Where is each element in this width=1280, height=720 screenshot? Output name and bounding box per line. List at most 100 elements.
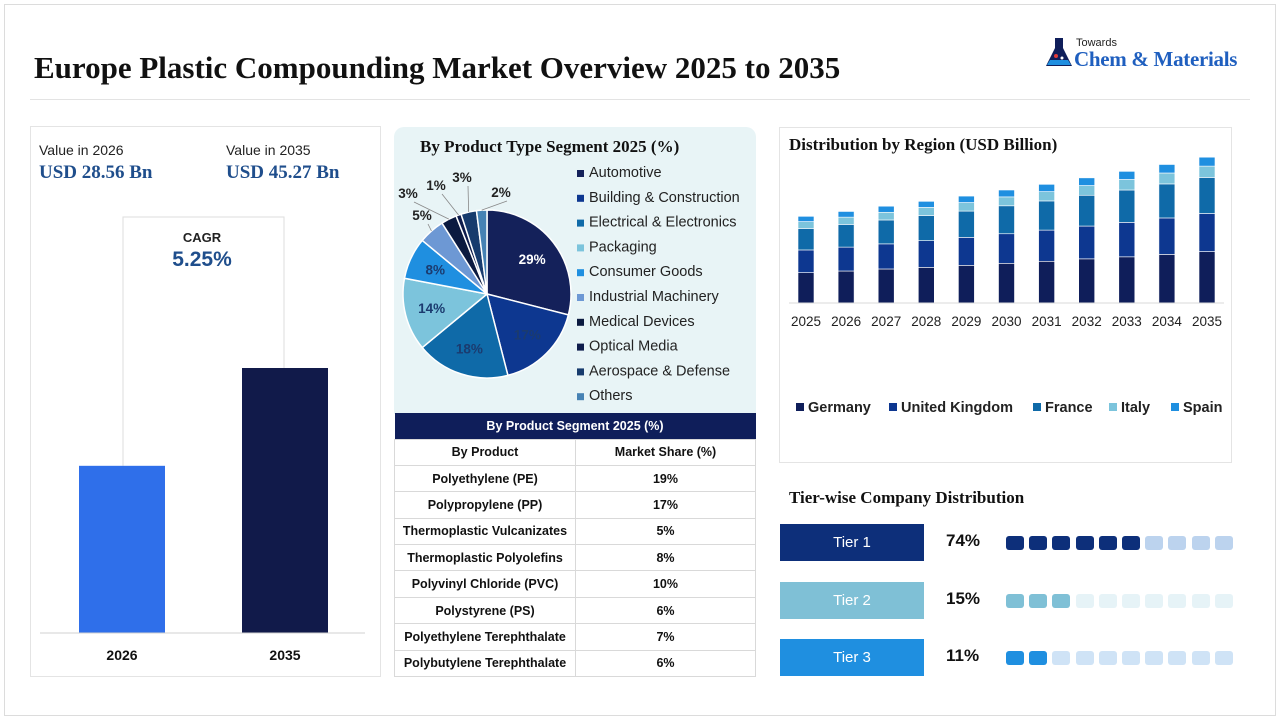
share-cell: 19% [575,464,756,493]
stacked-bar-segment [998,263,1015,304]
legend-label: France [1045,400,1093,416]
stacked-bar-segment [837,246,855,272]
product-cell: Polypropylene (PP) [394,491,576,519]
stacked-bar-segment [1078,177,1096,186]
legend-swatch [796,403,804,411]
tier-percentage: 11% [946,646,980,665]
tier-dot-empty [1214,594,1233,608]
tier-title: Tier-wise Company Distribution [789,488,1025,507]
product-pie-chart: 29% 17% 18% 14% 8% 5% 3% 1% 3% 2% Automotive Buildi… [398,165,739,404]
stacked-bar-segment [918,240,935,268]
table-row: Thermoplastic Polyolefins 8% [394,544,756,572]
tier-dot-empty [1214,651,1233,665]
region-chart-title: Distribution by Region (USD Billion) [789,135,1058,154]
stacked-bar-segment [998,196,1015,207]
pie-data-label: 5% [412,208,432,223]
legend-swatch [577,244,584,252]
legend-swatch [1171,403,1179,411]
legend-swatch [577,318,584,326]
tier-dot-empty [1098,651,1117,665]
legend-swatch [889,403,897,411]
stacked-bar-segment [1198,213,1216,252]
product-pie-title: By Product Type Segment 2025 (%) [420,137,680,156]
cagr-value: 5.25% [172,248,232,271]
stacked-bar-segment [1158,254,1176,304]
table-row: Thermoplastic Vulcanizates 5% [394,517,756,546]
share-cell: 7% [575,623,756,651]
stacked-bar-segment [998,205,1015,235]
tier-dot-empty [1191,594,1210,608]
tier-dot-filled [1006,594,1024,608]
pie-leader-line [427,223,432,232]
col-header-share: Market Share (%) [575,438,756,466]
legend-swatch [1109,403,1117,411]
pie-leader-line [481,200,508,211]
pie-data-label: 8% [426,263,446,278]
stacked-bar-segment [797,216,815,222]
legend-swatch [577,194,584,202]
x-tick-label: 2034 [1152,314,1183,329]
product-cell: Polyethylene Terephthalate [394,623,576,651]
tier-dot-filled [1029,651,1048,665]
share-cell: 10% [575,570,756,598]
tier-dot-empty [1122,594,1140,608]
stacked-bar-segment [1198,165,1216,178]
product-cell: Polystyrene (PS) [394,596,576,625]
pie-slice [402,277,489,349]
stacked-bar-segment [958,210,975,238]
stacked-bar-segment [958,237,975,266]
pie-data-label: 18% [456,341,483,356]
brand-logo: Towards Chem & Materials [1044,34,1254,74]
pie-data-label: 3% [398,186,418,201]
tier-dot-filled [1098,536,1117,550]
stacked-bar-segment [918,215,935,241]
tier-percentage: 74% [946,531,981,550]
logo-small-text: Towards [1076,37,1117,49]
x-tick-label: 2028 [911,314,941,329]
pie-slice [485,292,570,377]
legend-label: Automotive [589,165,662,181]
share-cell: 6% [575,596,756,625]
pie-data-label: 29% [519,252,546,267]
stacked-bar-segment [1038,260,1055,304]
stacked-bar-segment [1078,258,1096,304]
stacked-bar-segment [958,265,975,304]
segment-table-title: By Product Segment 2025 (%) [394,413,756,439]
tier-dot-empty [1075,594,1094,608]
tier-label-2: Tier 2 [780,582,924,619]
legend-label: Electrical & Electronics [589,215,736,231]
tier-dot-filled [1122,536,1140,550]
legend-swatch [577,269,584,277]
stacked-bar-segment [1198,177,1216,214]
value-panel [30,126,381,677]
stacked-bar-segment [877,205,895,213]
flask-icon [1046,38,1072,66]
pie-slice [486,209,572,316]
pie-leader-line [413,201,450,220]
x-tick-label: 2030 [991,314,1021,329]
tier-dot-empty [1122,651,1140,665]
stacked-bar-segment [1118,189,1136,223]
legend-label: Spain [1183,400,1222,416]
cagr-bracket [122,216,285,466]
tier-dot-empty [1145,594,1164,608]
tier-dot-empty [1145,536,1164,550]
stacked-bar-segment [877,211,895,221]
product-cell: Polybutylene Terephthalate [394,649,576,678]
table-row: Polyethylene (PE) 19% [394,464,756,493]
pie-leader-line [467,185,470,213]
stacked-bar-segment [1158,183,1176,219]
table-row: Polybutylene Terephthalate 6% [394,649,756,678]
value-2026: USD 28.56 Bn [39,162,153,183]
stacked-bar-segment [1078,194,1096,227]
pie-data-label: 1% [426,178,446,193]
share-cell: 8% [575,544,756,572]
legend-label: Germany [808,400,871,416]
tier-dot-filled [1029,594,1048,608]
x-tick-label: 2031 [1032,314,1062,329]
stacked-bar-segment [1198,156,1216,167]
pie-data-label: 3% [452,170,472,185]
legend-label: United Kingdom [901,400,1013,416]
value-bar-chart: CAGR 5.25% 2026 2035 [40,216,365,663]
stacked-bar-segment [1038,200,1055,231]
